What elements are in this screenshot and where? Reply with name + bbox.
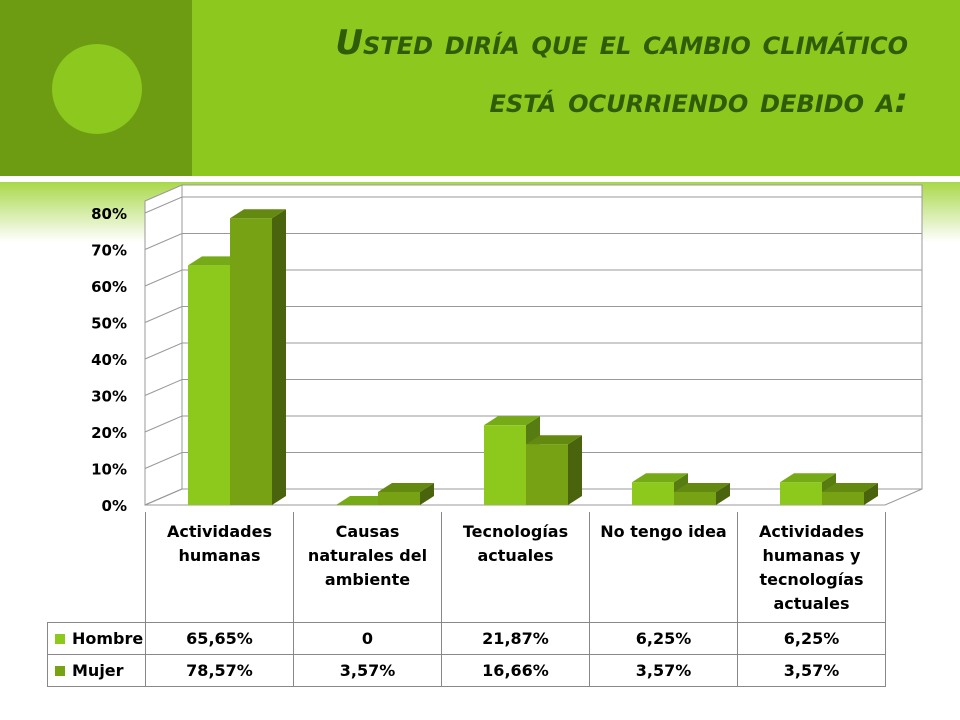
grid-line bbox=[144, 306, 922, 323]
bar-side bbox=[568, 435, 582, 505]
bar-front bbox=[632, 482, 674, 505]
grid-line bbox=[144, 379, 922, 396]
y-tick-label: 50% bbox=[91, 315, 127, 333]
bar-side bbox=[420, 482, 434, 505]
bar-top bbox=[780, 473, 836, 483]
legend-key bbox=[55, 666, 65, 676]
bar bbox=[674, 482, 730, 505]
bar-top bbox=[378, 482, 434, 492]
bar-top bbox=[526, 435, 582, 445]
category-header: Actividades humanas y tecnologías actual… bbox=[737, 512, 886, 622]
value-cell: 6,25% bbox=[737, 622, 886, 655]
bar-front bbox=[484, 425, 526, 505]
bar-front bbox=[378, 491, 420, 505]
grid-line bbox=[144, 342, 922, 360]
grid-line bbox=[144, 452, 922, 469]
bar bbox=[632, 473, 688, 505]
y-tick-label: 30% bbox=[91, 388, 127, 406]
category-header: Tecnologías actuales bbox=[441, 512, 590, 622]
value-cell: 3,57% bbox=[293, 654, 442, 687]
bar-front bbox=[822, 491, 864, 505]
bar-front bbox=[188, 265, 230, 505]
grid-line bbox=[144, 233, 922, 250]
y-tick-label: 10% bbox=[91, 461, 127, 479]
bar-top bbox=[484, 416, 540, 426]
bar-top bbox=[674, 482, 730, 492]
bar-side bbox=[272, 209, 286, 506]
bar-front bbox=[526, 444, 568, 505]
bar bbox=[526, 435, 582, 505]
bar-front bbox=[674, 491, 716, 505]
bar bbox=[484, 416, 540, 505]
value-cell: 65,65% bbox=[145, 622, 294, 655]
y-tick-label: 20% bbox=[91, 424, 127, 442]
bar bbox=[378, 482, 434, 505]
grid-line bbox=[144, 415, 922, 433]
bar-top bbox=[822, 482, 878, 492]
bar-front bbox=[780, 482, 822, 505]
value-cell: 3,57% bbox=[737, 654, 886, 687]
legend-cell: Mujer bbox=[47, 654, 146, 687]
category-header: Causas naturales del ambiente bbox=[293, 512, 442, 622]
legend-cell: Hombre bbox=[47, 622, 146, 655]
y-tick-label: 0% bbox=[102, 497, 127, 515]
slide-title: Usted diría que el cambio climático está… bbox=[335, 23, 908, 121]
y-tick-label: 80% bbox=[91, 205, 127, 223]
category-header: Actividades humanas bbox=[145, 512, 294, 622]
bar bbox=[822, 482, 878, 505]
bar bbox=[230, 209, 286, 506]
grid-line bbox=[144, 196, 922, 214]
value-cell: 21,87% bbox=[441, 622, 590, 655]
header-circle bbox=[52, 44, 142, 134]
bar-side bbox=[716, 482, 730, 505]
value-cell: 3,57% bbox=[589, 654, 738, 687]
legend-key bbox=[55, 634, 65, 644]
value-cell: 16,66% bbox=[441, 654, 590, 687]
grid-line bbox=[144, 269, 922, 287]
value-cell: 6,25% bbox=[589, 622, 738, 655]
y-tick-label: 40% bbox=[91, 351, 127, 369]
value-cell: 0 bbox=[293, 622, 442, 655]
bar-side bbox=[864, 482, 878, 505]
bar-top bbox=[230, 209, 286, 219]
y-tick-label: 60% bbox=[91, 278, 127, 296]
bar-top bbox=[632, 473, 688, 483]
value-cell: 78,57% bbox=[145, 654, 294, 687]
bar-front bbox=[230, 218, 272, 506]
category-header: No tengo idea bbox=[589, 512, 738, 622]
y-tick-label: 70% bbox=[91, 242, 127, 260]
